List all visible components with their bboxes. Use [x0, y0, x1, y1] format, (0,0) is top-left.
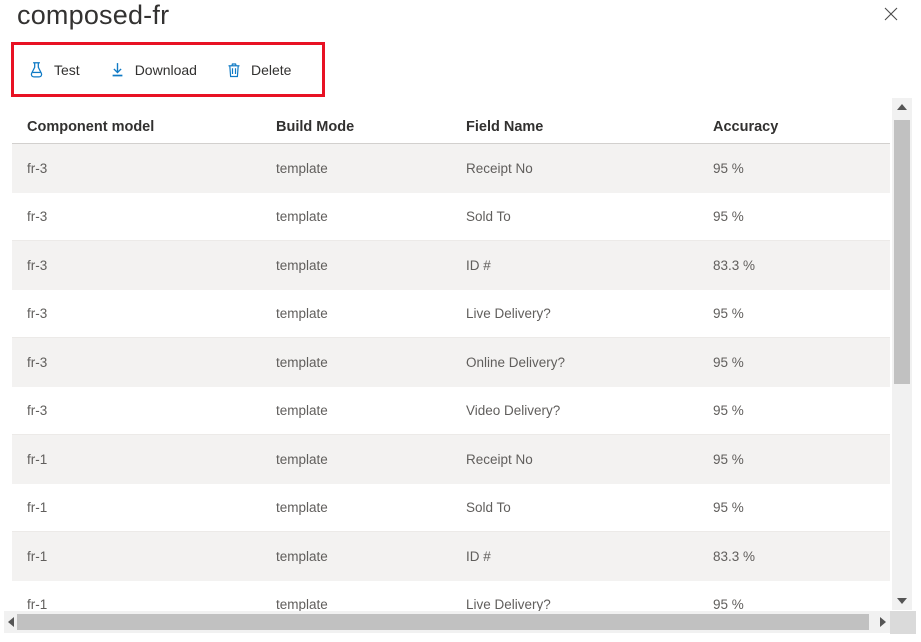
test-button-label: Test — [54, 61, 80, 78]
cell-accuracy: 95 % — [713, 354, 744, 370]
table-row: fr-1 template Live Delivery? 95 % — [12, 580, 890, 612]
cell-accuracy: 95 % — [713, 305, 744, 321]
table-row: fr-1 template Sold To 95 % — [12, 483, 890, 532]
column-header-field-name[interactable]: Field Name — [466, 118, 544, 135]
scroll-up-icon[interactable] — [897, 104, 907, 110]
cell-build-mode: template — [276, 354, 328, 370]
delete-button[interactable]: Delete — [226, 50, 291, 90]
download-button[interactable]: Download — [109, 50, 197, 90]
cell-accuracy: 95 % — [713, 160, 744, 176]
cell-build-mode: template — [276, 451, 328, 467]
test-button[interactable]: Test — [28, 50, 80, 90]
delete-button-label: Delete — [250, 61, 292, 78]
column-header-build-mode[interactable]: Build Mode — [276, 118, 355, 135]
vertical-scrollbar-thumb[interactable] — [894, 120, 910, 384]
cell-accuracy: 83.3 % — [713, 257, 756, 273]
cell-build-mode: template — [276, 548, 328, 564]
cell-field-name: Online Delivery? — [466, 354, 566, 370]
cell-accuracy: 95 % — [713, 402, 744, 418]
cell-component-model: fr-3 — [27, 402, 48, 418]
table-row: fr-3 template Receipt No 95 % — [12, 144, 890, 193]
cell-accuracy: 83.3 % — [713, 548, 756, 564]
table-row: fr-3 template Online Delivery? 95 % — [12, 338, 890, 387]
vertical-scrollbar[interactable] — [892, 98, 912, 610]
cell-field-name: Receipt No — [466, 451, 533, 467]
cell-component-model: fr-1 — [27, 548, 48, 564]
page-title: composed-fr — [17, 0, 170, 30]
component-fields-table: Component model Build Mode Field Name Ac… — [12, 110, 890, 612]
cell-component-model: fr-3 — [27, 257, 48, 273]
cell-field-name: ID # — [466, 548, 491, 564]
cell-build-mode: template — [276, 208, 328, 224]
table-row: fr-3 template Video Delivery? 95 % — [12, 386, 890, 435]
cell-field-name: ID # — [466, 257, 491, 273]
cell-field-name: Receipt No — [466, 160, 533, 176]
cell-component-model: fr-3 — [27, 305, 48, 321]
column-header-accuracy[interactable]: Accuracy — [713, 118, 779, 135]
table-row: fr-1 template ID # 83.3 % — [12, 532, 890, 581]
cell-component-model: fr-1 — [27, 451, 48, 467]
table-header-row: Component model Build Mode Field Name Ac… — [12, 110, 890, 144]
cell-component-model: fr-3 — [27, 208, 48, 224]
cell-component-model: fr-1 — [27, 499, 48, 515]
command-bar: Test Download Delete — [14, 45, 291, 94]
cell-build-mode: template — [276, 305, 328, 321]
cell-field-name: Live Delivery? — [466, 305, 551, 321]
column-header-component-model[interactable]: Component model — [27, 118, 155, 135]
cell-component-model: fr-3 — [27, 354, 48, 370]
cell-component-model: fr-1 — [27, 596, 48, 612]
cell-accuracy: 95 % — [713, 208, 744, 224]
scrollbar-corner — [890, 611, 916, 634]
scroll-down-icon[interactable] — [897, 598, 907, 604]
cell-build-mode: template — [276, 596, 328, 612]
trash-icon — [226, 61, 242, 79]
table-row: fr-3 template Live Delivery? 95 % — [12, 289, 890, 338]
cell-build-mode: template — [276, 257, 328, 273]
cell-field-name: Sold To — [466, 208, 511, 224]
table-body: fr-3 template Receipt No 95 % fr-3 templ… — [12, 144, 890, 612]
cell-field-name: Video Delivery? — [466, 402, 561, 418]
cell-accuracy: 95 % — [713, 451, 744, 467]
cell-component-model: fr-3 — [27, 160, 48, 176]
table-row: fr-3 template ID # 83.3 % — [12, 241, 890, 290]
horizontal-scrollbar[interactable] — [4, 611, 890, 633]
cell-field-name: Live Delivery? — [466, 596, 551, 612]
close-button[interactable] — [879, 3, 903, 27]
scroll-left-icon[interactable] — [8, 617, 14, 627]
cell-accuracy: 95 % — [713, 596, 744, 612]
cell-build-mode: template — [276, 160, 328, 176]
cell-accuracy: 95 % — [713, 499, 744, 515]
table-row: fr-3 template Sold To 95 % — [12, 192, 890, 241]
horizontal-scrollbar-thumb[interactable] — [17, 614, 869, 630]
cell-field-name: Sold To — [466, 499, 511, 515]
close-icon — [883, 6, 899, 25]
table-row: fr-1 template Receipt No 95 % — [12, 435, 890, 484]
cell-build-mode: template — [276, 402, 328, 418]
download-button-label: Download — [134, 61, 197, 78]
scroll-right-icon[interactable] — [880, 617, 886, 627]
cell-build-mode: template — [276, 499, 328, 515]
beaker-icon — [28, 61, 45, 79]
download-icon — [109, 61, 126, 79]
